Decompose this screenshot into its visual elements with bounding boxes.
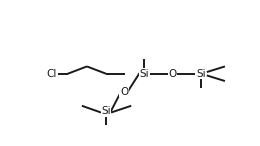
Text: Si: Si [196, 69, 206, 79]
Text: O: O [120, 87, 128, 97]
Text: Si: Si [101, 106, 111, 116]
Text: Si: Si [140, 69, 149, 79]
Text: O: O [168, 69, 177, 79]
Text: Cl: Cl [47, 69, 57, 79]
